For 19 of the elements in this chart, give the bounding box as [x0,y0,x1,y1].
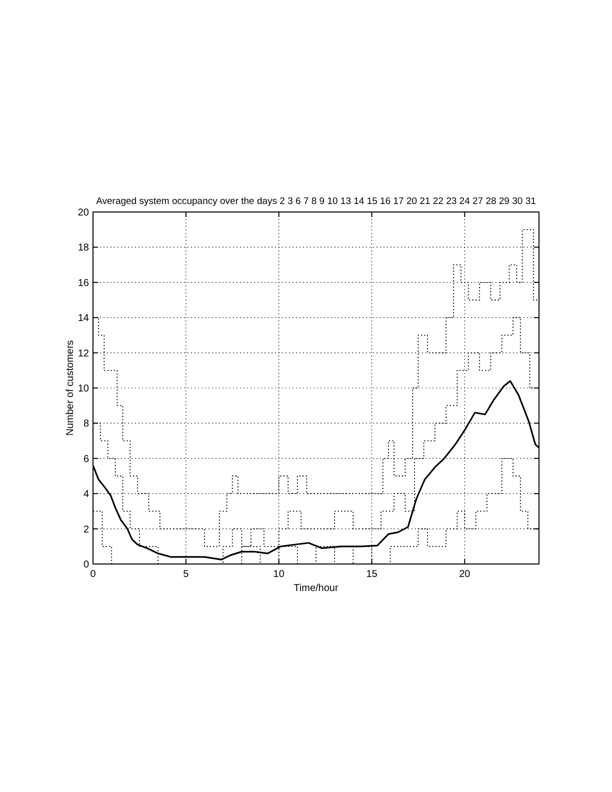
x-axis-title: Time/hour [294,583,339,594]
y-tick-label: 12 [78,348,90,360]
x-tick-label: 0 [90,569,96,580]
y-tick-label: 14 [78,313,90,324]
x-tick-label: 10 [273,569,285,580]
y-tick-label: 0 [83,560,90,570]
y-tick-label: 2 [83,524,90,536]
y-tick-label: 16 [78,278,90,289]
x-tick-label: 5 [183,569,190,580]
y-tick-label: 6 [83,454,90,465]
y-tick-label: 18 [78,242,90,254]
y-tick-label: 4 [83,489,90,500]
y-tick-label: 10 [78,384,90,394]
y-tick-label: 20 [78,208,90,218]
y-axis-title: Number of customers [65,340,76,436]
x-tick-label: 15 [366,569,378,580]
chart-title: Averaged system occupancy over the days 2 3 6 7 8 9 10 13 14 15 16 17 20 21 22 23 24 27 28 29 30 31 [96,196,536,207]
x-tick-label: 20 [459,569,471,580]
y-tick-label: 8 [83,418,90,430]
